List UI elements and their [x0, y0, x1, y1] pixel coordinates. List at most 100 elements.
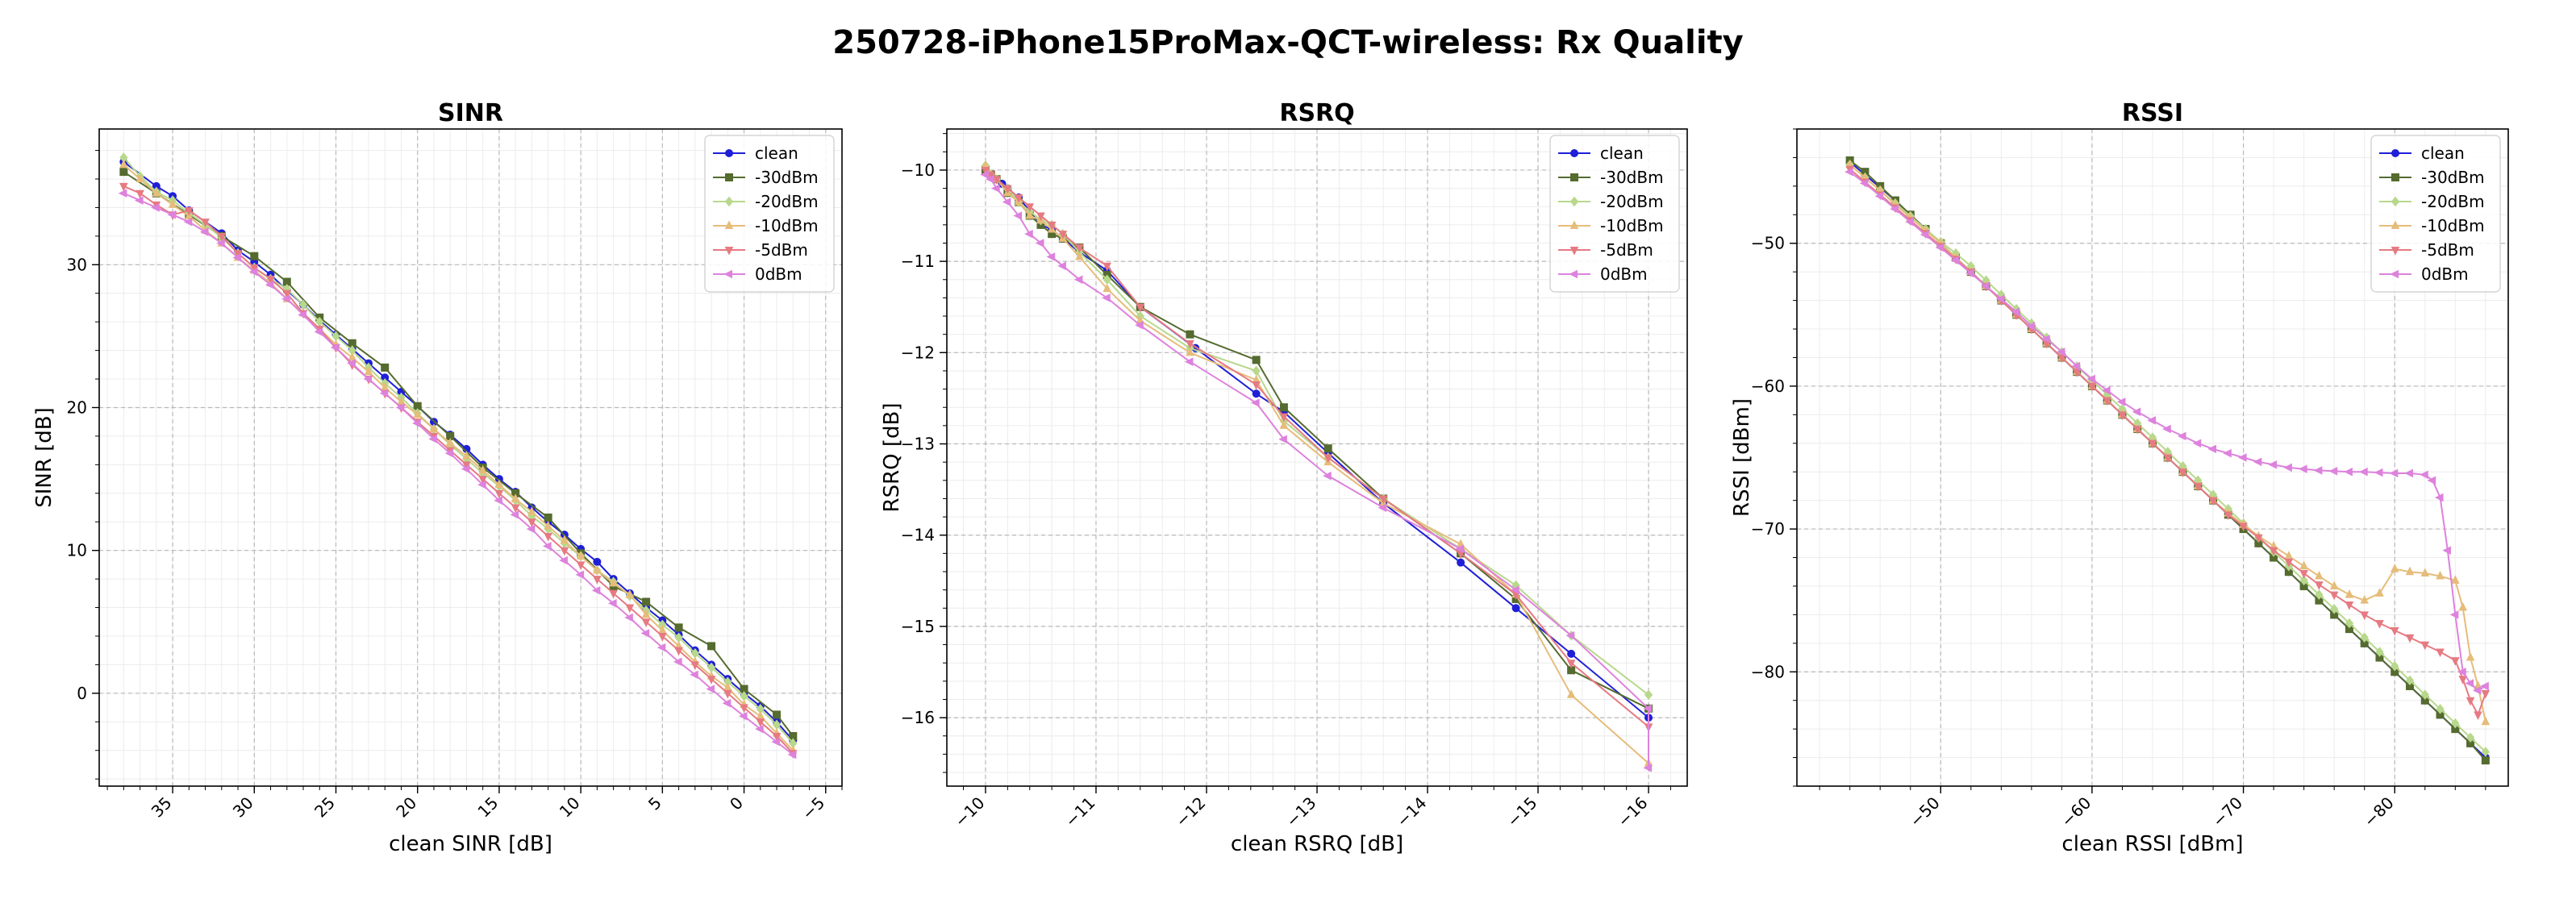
data-point [1057, 261, 1066, 271]
data-point [2208, 497, 2218, 506]
x-axis-label: clean RSSI [dBm] [2061, 832, 2243, 856]
data-point [511, 504, 520, 514]
data-point [135, 189, 144, 199]
legend-label: -30dBm [755, 168, 819, 187]
data-point [152, 188, 161, 197]
data-point [2269, 547, 2278, 556]
data-point [576, 561, 586, 570]
data-point [593, 576, 602, 585]
y-tick-label: −15 [901, 617, 935, 636]
data-point [1874, 191, 1884, 201]
data-point [543, 542, 552, 551]
x-tick-label: −5 [798, 793, 828, 824]
data-point [640, 629, 650, 638]
data-point [461, 464, 470, 473]
data-point [494, 489, 504, 499]
data-point [379, 389, 389, 398]
data-point [2178, 468, 2187, 477]
data-point [2420, 470, 2428, 480]
data-point [250, 252, 259, 260]
data-point [690, 670, 698, 680]
legend: clean -30dBm -20dBm -10dBm -5dBm 0dBm [1549, 135, 1680, 293]
data-point [428, 435, 437, 443]
data-point [674, 647, 683, 656]
data-point [1103, 262, 1111, 272]
data-point [2330, 604, 2339, 614]
subplot-rsrq: −10 −11 −12 −13 −14 −15 −16 −10 −11 −12 −13 −14 −15 −… [880, 99, 1688, 856]
data-point [986, 174, 994, 184]
data-point [1186, 330, 1194, 339]
data-point [2420, 568, 2430, 577]
data-point [2315, 581, 2324, 590]
data-point [2436, 704, 2445, 714]
legend-marker [725, 173, 733, 181]
data-point [544, 513, 552, 522]
data-point [559, 556, 568, 565]
data-point [1102, 293, 1111, 302]
x-tick-label: −11 [1061, 793, 1099, 831]
data-point [2466, 697, 2475, 706]
data-point [787, 750, 797, 760]
data-point [2299, 560, 2308, 570]
data-point [1073, 275, 1083, 285]
data-point [1644, 689, 1653, 701]
data-point [2405, 675, 2415, 686]
data-point [330, 343, 340, 352]
data-point [347, 359, 356, 368]
data-point [2193, 482, 2203, 492]
data-point [1046, 252, 1056, 261]
data-point [544, 520, 552, 530]
y-axis-label: SINR [dB] [32, 407, 56, 508]
legend-marker [1569, 196, 1579, 207]
data-point [477, 480, 486, 489]
legend-label: -20dBm [755, 192, 819, 211]
data-point [641, 609, 651, 618]
data-point [2481, 756, 2490, 765]
data-point [1047, 221, 1057, 231]
data-point [1252, 389, 1261, 398]
data-point [755, 724, 764, 734]
legend-marker [2391, 196, 2400, 207]
data-point [2253, 457, 2262, 467]
data-point [2162, 424, 2171, 434]
data-point [119, 182, 128, 192]
data-point [348, 352, 357, 361]
legend-box [704, 135, 835, 293]
legend-box [2370, 135, 2501, 293]
legend-label: -5dBm [1600, 240, 1653, 260]
data-point [607, 598, 617, 608]
data-point [625, 589, 635, 598]
series-line [123, 185, 794, 754]
data-point [462, 451, 471, 460]
data-point [265, 280, 274, 289]
data-point [2466, 651, 2475, 661]
data-point [1103, 283, 1111, 293]
data-point [642, 597, 651, 606]
data-point [2344, 467, 2353, 477]
subplot-rssi: −50 −60 −70 −80 −50 −60 −70 −80 RSSI clean RSSI [… [1730, 99, 2509, 856]
data-point [1457, 558, 1465, 567]
data-point [298, 310, 307, 319]
legend-marker [1569, 269, 1578, 279]
x-axis-label: clean RSRQ [dB] [1231, 832, 1403, 856]
data-point [429, 423, 439, 433]
data-point [1035, 239, 1044, 248]
data-point [1036, 212, 1045, 222]
data-point [738, 711, 748, 721]
data-point [576, 551, 586, 560]
y-tick-label: 20 [67, 397, 87, 417]
subplot-title: RSSI [2122, 99, 2183, 127]
data-point [707, 676, 716, 685]
data-point [266, 276, 275, 285]
data-point [1980, 281, 1990, 291]
data-point [1135, 321, 1144, 330]
data-point [2420, 641, 2430, 651]
data-point [560, 535, 569, 544]
data-point [445, 438, 455, 447]
data-point [412, 418, 421, 428]
data-point [119, 159, 128, 169]
data-point [707, 642, 716, 651]
legend-label: clean [2421, 144, 2465, 163]
plot-area [118, 152, 798, 760]
series-line [123, 192, 794, 755]
